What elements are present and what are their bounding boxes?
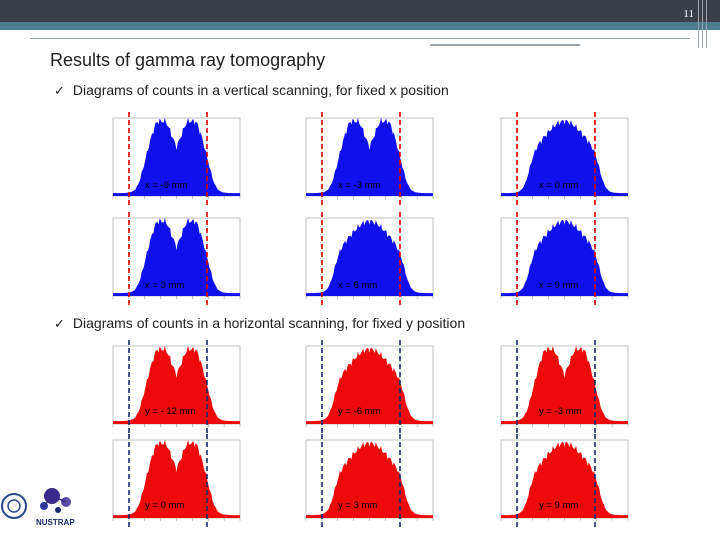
nustrap-logo: NUSTRAP (1, 488, 75, 527)
chart-position-label: x = 3 mm (145, 280, 185, 291)
profile-area (113, 345, 240, 424)
chart-svg (305, 340, 434, 436)
chart-position-label: y = -3 mm (539, 406, 582, 417)
profile-area (306, 441, 433, 518)
chart-position-label: x = 9 mm (539, 280, 579, 291)
profile-area (113, 439, 240, 518)
bullet-horizontal-scan: ✓ Diagrams of counts in a horizontal scan… (54, 315, 465, 332)
chart-svg (112, 112, 241, 208)
profile-chart-9: y = -3 mm (483, 338, 633, 438)
header-rule (30, 38, 690, 39)
chart-svg (500, 340, 629, 436)
slide-accent-bar (0, 22, 720, 30)
bullet-vertical-scan: ✓ Diagrams of counts in a vertical scanni… (54, 82, 449, 99)
profile-chart-1: x = -9 mm (95, 110, 245, 210)
profile-chart-12: y = 9 mm (483, 432, 633, 532)
chart-svg (305, 112, 434, 208)
chart-position-label: x = 6 mm (338, 280, 378, 291)
profile-area (501, 345, 628, 424)
chart-svg (112, 340, 241, 436)
slide-top-bar (0, 0, 720, 22)
profile-area (113, 117, 240, 196)
profile-chart-10: y = 0 mm (95, 432, 245, 532)
profile-area (501, 219, 628, 296)
profile-area (113, 217, 240, 296)
profile-chart-2: x = -3 mm (288, 110, 438, 210)
chart-position-label: x = -9 mm (145, 180, 188, 191)
chart-svg (112, 434, 241, 530)
profile-area (306, 117, 433, 196)
profile-area (306, 219, 433, 296)
chart-position-label: y = -6 mm (338, 406, 381, 417)
chart-svg (500, 212, 629, 308)
chart-position-label: y = 0 mm (145, 500, 185, 511)
chart-position-label: x = -3 mm (338, 180, 381, 191)
profile-chart-5: x = 6 mm (288, 210, 438, 310)
bullet-text: Diagrams of counts in a horizontal scann… (72, 315, 466, 331)
chart-position-label: y = 3 mm (338, 500, 378, 511)
profile-area (306, 347, 433, 424)
check-icon: ✓ (54, 83, 65, 98)
profile-area (501, 441, 628, 518)
chart-svg (112, 212, 241, 308)
profile-chart-7: y = - 12 mm (95, 338, 245, 438)
profile-chart-4: x = 3 mm (95, 210, 245, 310)
slide-number: 11 (683, 8, 694, 20)
profile-chart-3: x = 0 mm (483, 110, 633, 210)
profile-chart-11: y = 3 mm (288, 432, 438, 532)
decorative-lines (696, 0, 710, 48)
chart-svg (500, 112, 629, 208)
svg-text:NUSTRAP: NUSTRAP (36, 518, 75, 527)
chart-svg (305, 434, 434, 530)
check-icon: ✓ (54, 316, 65, 331)
header-rule-accent (430, 44, 580, 46)
bullet-text: Diagrams of counts in a vertical scannin… (72, 82, 449, 98)
page-title: Results of gamma ray tomography (50, 50, 326, 70)
chart-position-label: y = 9 mm (539, 500, 579, 511)
chart-position-label: x = 0 mm (539, 180, 579, 191)
chart-position-label: y = - 12 mm (145, 406, 196, 417)
chart-svg (500, 434, 629, 530)
chart-svg (305, 212, 434, 308)
profile-chart-6: x = 9 mm (483, 210, 633, 310)
profile-area (501, 119, 628, 196)
profile-chart-8: y = -6 mm (288, 338, 438, 438)
